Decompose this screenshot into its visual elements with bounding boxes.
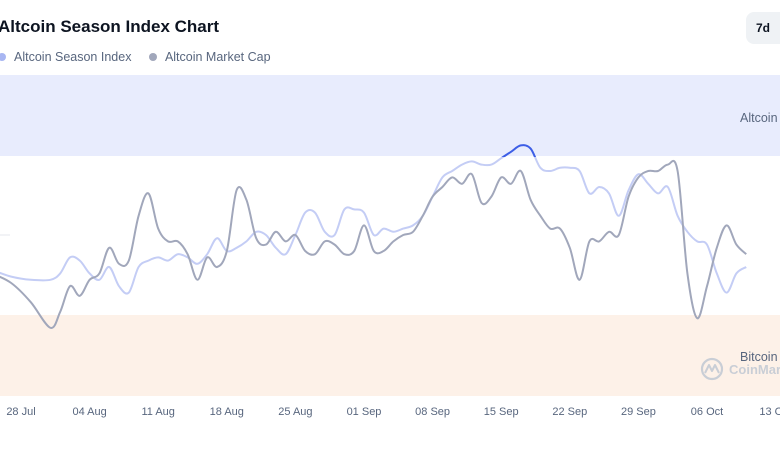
watermark-text: CoinMarketCap — [729, 362, 780, 377]
legend-item-market-cap[interactable]: Altcoin Market Cap — [148, 50, 271, 64]
x-tick-label: 04 Aug — [72, 406, 106, 418]
range-7d-button[interactable]: 7d — [746, 12, 780, 44]
legend-label-index: Altcoin Season Index — [14, 50, 132, 64]
x-tick-label: 15 Sep — [484, 406, 519, 418]
series-line-index-neutral — [0, 156, 747, 295]
series-line-market-cap — [0, 160, 747, 329]
x-tick-label: 28 Jul — [6, 406, 35, 418]
x-tick-label: 13 Oct — [759, 406, 780, 418]
x-tick-label: 08 Sep — [415, 406, 450, 418]
chart-lines — [0, 144, 747, 329]
x-tick-label: 11 Aug — [141, 406, 174, 418]
x-tick-label: 18 Aug — [210, 406, 244, 418]
watermark: CoinMarketCap — [700, 357, 780, 381]
x-tick-label: 29 Sep — [621, 406, 656, 418]
bitcoin-season-zone — [0, 315, 780, 396]
legend-label-market-cap: Altcoin Market Cap — [164, 50, 271, 64]
legend-dot-market-cap — [148, 53, 157, 61]
x-tick-label: 06 Oct — [691, 406, 723, 418]
coinmarketcap-logo-icon — [700, 357, 724, 381]
chart-title: Altcoin Season Index Chart — [0, 17, 220, 36]
altcoin-season-zone — [0, 75, 780, 156]
legend-item-index[interactable]: Altcoin Season Index — [0, 50, 131, 64]
legend-dot-index — [0, 53, 6, 61]
x-tick-label: 01 Sep — [347, 406, 382, 418]
altcoin-season-label: Altcoin Season — [740, 111, 780, 125]
x-tick-label: 22 Sep — [552, 406, 587, 418]
bitcoin-season-label: Bitcoin Season — [740, 350, 780, 364]
x-tick-label: 25 Aug — [278, 406, 312, 418]
x-axis: 28 Jul 04 Aug 11 Aug 18 Aug 25 Aug 01 Sep 08 S… — [6, 406, 780, 418]
chart-legend: Altcoin Season Index Altcoin Market Cap — [0, 50, 285, 64]
